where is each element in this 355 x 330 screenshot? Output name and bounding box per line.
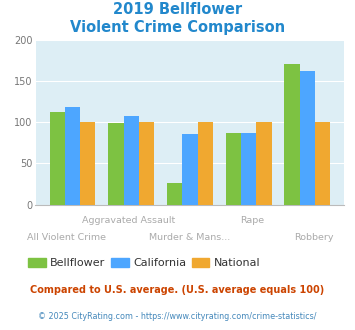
Bar xyxy=(315,122,330,205)
Bar xyxy=(256,122,272,205)
Text: Aggravated Assault: Aggravated Assault xyxy=(82,216,175,225)
Bar xyxy=(167,183,182,205)
Text: All Violent Crime: All Violent Crime xyxy=(27,233,106,242)
Text: Rape: Rape xyxy=(240,216,264,225)
Bar xyxy=(241,133,256,205)
Text: Compared to U.S. average. (U.S. average equals 100): Compared to U.S. average. (U.S. average … xyxy=(31,285,324,295)
Bar xyxy=(284,64,300,205)
Bar xyxy=(80,122,95,205)
Bar xyxy=(139,122,154,205)
Text: © 2025 CityRating.com - https://www.cityrating.com/crime-statistics/: © 2025 CityRating.com - https://www.city… xyxy=(38,312,317,321)
Text: 2019 Bellflower: 2019 Bellflower xyxy=(113,2,242,16)
Bar xyxy=(300,71,315,205)
Text: Robbery: Robbery xyxy=(294,233,333,242)
Bar xyxy=(124,116,139,205)
Bar xyxy=(65,107,80,205)
Bar xyxy=(182,134,198,205)
Bar xyxy=(50,112,65,205)
Text: Murder & Mans...: Murder & Mans... xyxy=(149,233,230,242)
Bar xyxy=(198,122,213,205)
Bar xyxy=(226,133,241,205)
Text: Violent Crime Comparison: Violent Crime Comparison xyxy=(70,20,285,35)
Legend: Bellflower, California, National: Bellflower, California, National xyxy=(23,253,265,273)
Bar xyxy=(108,123,124,205)
